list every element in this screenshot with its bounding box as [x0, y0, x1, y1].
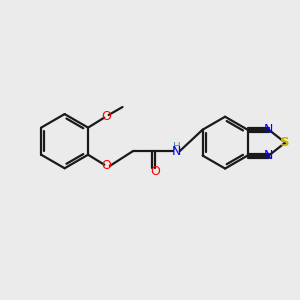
- Text: N: N: [171, 145, 181, 158]
- Text: H: H: [173, 142, 181, 152]
- Text: N: N: [264, 123, 273, 136]
- Text: O: O: [101, 110, 111, 123]
- Text: O: O: [101, 159, 111, 172]
- Text: S: S: [280, 136, 290, 149]
- Text: O: O: [150, 165, 160, 178]
- Text: N: N: [264, 149, 273, 162]
